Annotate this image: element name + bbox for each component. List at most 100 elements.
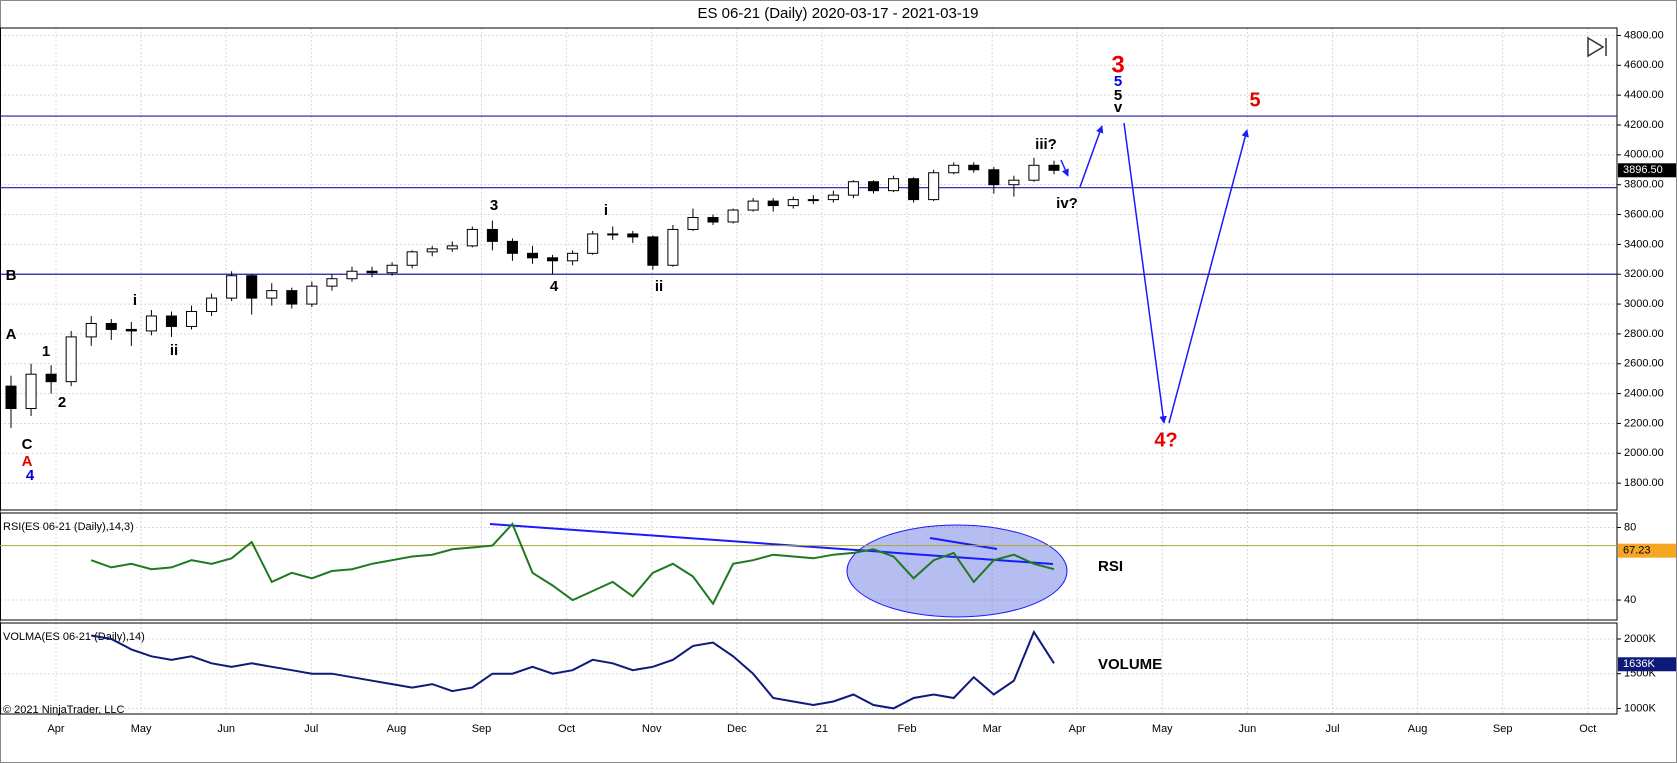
y-tick-label: 3800.00 — [1624, 179, 1664, 191]
candle-body — [246, 275, 258, 299]
candle-body — [426, 248, 438, 253]
rsi-panel — [0, 512, 1618, 621]
y-tick-label: 4200.00 — [1624, 119, 1664, 131]
candle-body — [125, 328, 137, 332]
y-tick-label: 3000.00 — [1624, 298, 1664, 310]
y-tick-label: 2200.00 — [1624, 417, 1664, 429]
last-value-box — [1618, 163, 1676, 178]
y-tick-label: 40 — [1624, 594, 1636, 606]
chart-title: ES 06-21 (Daily) 2020-03-17 - 2021-03-19 — [698, 5, 979, 22]
candle-body — [206, 297, 218, 313]
candle-body — [386, 264, 398, 274]
wave-label: i — [604, 202, 608, 219]
candle-body — [888, 178, 900, 192]
candle-body — [446, 245, 458, 250]
candle-body — [948, 164, 960, 174]
candle-body — [968, 164, 980, 171]
candle-body — [908, 178, 920, 201]
x-tick-label: Sep — [472, 723, 492, 735]
x-tick-label: Nov — [642, 723, 662, 735]
wave-label: i — [133, 292, 137, 309]
wave-label: ii — [655, 278, 663, 295]
wave-label: A — [6, 326, 17, 343]
candle-body — [286, 290, 298, 305]
wave-label: A — [22, 453, 33, 470]
x-tick-label: Feb — [898, 723, 917, 735]
candle-body — [867, 181, 879, 192]
rsi-highlight — [846, 524, 1068, 618]
arrow — [1123, 122, 1167, 424]
candle-body — [1048, 164, 1060, 171]
jump-to-end-icon[interactable] — [1587, 36, 1607, 58]
candle-body — [346, 270, 358, 280]
candle-body — [547, 257, 559, 262]
candle-body — [165, 315, 177, 327]
candle-body — [727, 209, 739, 223]
candle-body — [807, 199, 819, 202]
rsi-trendline — [929, 537, 998, 550]
y-tick-label: 2000.00 — [1624, 447, 1664, 459]
y-tick-label: 3400.00 — [1624, 238, 1664, 250]
x-tick-label: Sep — [1493, 723, 1513, 735]
x-tick-label: Aug — [1408, 723, 1428, 735]
candle-body — [767, 200, 779, 207]
candle-body — [506, 240, 518, 254]
candle-body — [1028, 164, 1040, 181]
candle-body — [85, 322, 97, 338]
candle-body — [326, 278, 338, 287]
candle-body — [266, 290, 278, 299]
last-value-label: 1636K — [1623, 658, 1655, 670]
y-tick-label: 3600.00 — [1624, 208, 1664, 220]
candle-body — [567, 252, 579, 262]
y-tick-label: 80 — [1624, 521, 1636, 533]
candle-body — [366, 270, 378, 274]
y-tick-label: 2600.00 — [1624, 358, 1664, 370]
candle-body — [988, 169, 1000, 186]
y-tick-label: 1800.00 — [1624, 477, 1664, 489]
candle-body — [306, 285, 318, 305]
x-tick-label: Aug — [387, 723, 407, 735]
candle-body — [928, 172, 940, 201]
y-tick-label: 3200.00 — [1624, 268, 1664, 280]
x-tick-label: Jul — [1325, 723, 1339, 735]
indicator-line — [91, 629, 1055, 710]
candle-body — [587, 233, 599, 254]
wave-label: iii? — [1035, 136, 1057, 153]
copyright: © 2021 NinjaTrader, LLC — [3, 704, 124, 716]
x-tick-label: 21 — [816, 723, 828, 735]
y-tick-label: 1000K — [1624, 702, 1656, 714]
wave-label: v — [1114, 99, 1123, 116]
x-tick-label: Jun — [217, 723, 235, 735]
x-tick-label: Apr — [47, 723, 64, 735]
wave-label: ii — [170, 342, 178, 359]
candle-body — [466, 228, 478, 247]
candle-body — [105, 322, 117, 330]
rsi-trendline — [489, 523, 1054, 565]
price-panel — [0, 27, 1618, 511]
wave-label: 3 — [1111, 51, 1124, 78]
y-tick-label: 4000.00 — [1624, 149, 1664, 161]
candle-body — [45, 373, 57, 383]
x-tick-label: Jun — [1239, 723, 1257, 735]
x-tick-label: Jul — [304, 723, 318, 735]
x-tick-label: Oct — [558, 723, 575, 735]
x-tick-label: Apr — [1069, 723, 1086, 735]
candle-body — [226, 275, 238, 299]
wave-label: 4 — [26, 467, 35, 484]
candle-body — [186, 311, 198, 327]
wave-label: 3 — [490, 197, 498, 214]
candle-body — [486, 228, 498, 242]
candle-body — [145, 315, 157, 332]
candle-body — [5, 385, 17, 410]
y-tick-label: 4600.00 — [1624, 59, 1664, 71]
candle-body — [1008, 179, 1020, 186]
candle-body — [607, 233, 619, 236]
y-tick-label: 2400.00 — [1624, 388, 1664, 400]
candle-body — [65, 336, 77, 383]
wave-label: 5 — [1249, 89, 1260, 111]
arrow — [1079, 125, 1104, 188]
last-value-box — [1618, 543, 1676, 558]
x-tick-label: May — [1152, 723, 1173, 735]
